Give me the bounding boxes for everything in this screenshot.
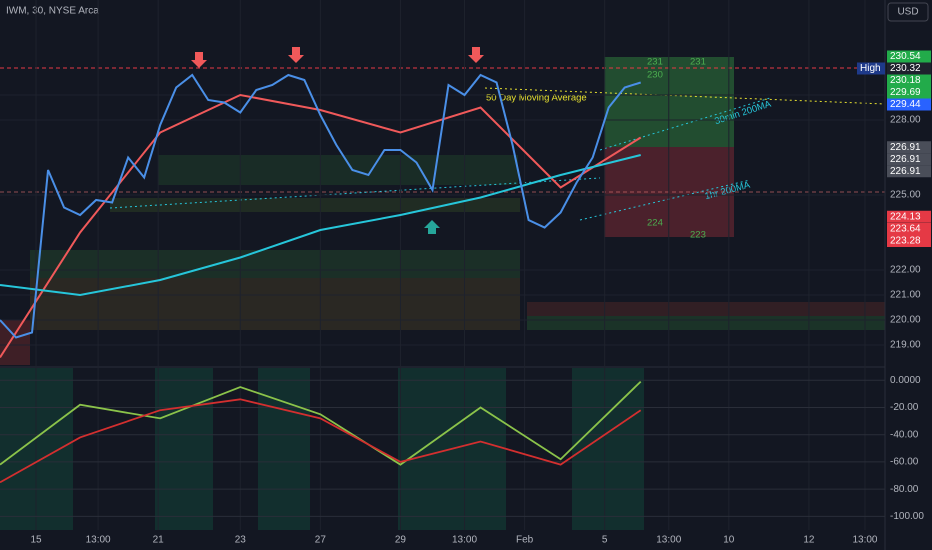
trend-line [109,177,601,209]
price-tag [887,223,931,235]
price-tag-label: 226.91 [890,154,921,165]
x-tick-label: 13:00 [452,535,477,546]
y-tick-label: 225.00 [890,190,921,201]
oscillator-line [0,398,642,484]
x-tick-label: Feb [516,535,534,546]
price-tag [887,86,931,99]
x-tick-label: 12 [803,535,815,546]
price-tag [887,50,931,63]
x-tick-label: 13:00 [656,535,681,546]
x-tick-label: 29 [395,535,407,546]
price-tag-label: 229.44 [890,99,921,110]
zone [110,198,520,212]
annotation: 230 [647,70,663,81]
x-tick-label: 10 [723,535,735,546]
y2-tick-label: 0.0000 [890,375,921,386]
annotation: 223 [690,230,706,241]
trend-line [484,87,886,105]
currency[interactable]: USD [897,7,918,18]
price-tag-label: 224.13 [890,211,921,222]
price-tag [887,153,931,166]
zone [155,368,213,530]
price-tag [887,74,931,87]
price-tag-label: 223.64 [890,224,921,235]
price-tag-label: 230.18 [890,75,921,86]
x-tick-label: 15 [30,535,42,546]
chart-title: IWM, 30, NYSE Arca [6,6,99,17]
x-tick-label: 27 [315,535,327,546]
price-tag-label: 223.28 [890,236,921,247]
annotation: 50 Day Moving Average [486,93,587,104]
price-tag-label: 226.91 [890,142,921,153]
price-tag-label: 226.91 [890,166,921,177]
x-tick-label: 23 [235,535,247,546]
currency-box[interactable] [887,2,929,22]
y-tick-label: 228.00 [890,115,921,126]
y-tick-label: 220.00 [890,315,921,326]
price-tag [887,210,931,223]
zone [527,302,885,316]
price-tag [887,141,931,154]
tag-name-box [857,62,885,75]
zone [158,155,518,185]
arrow-down [191,52,207,68]
annotation: 231 [690,57,706,68]
price-tag-label: 230.32 [890,63,921,74]
price-tag [887,165,931,178]
y2-tick-label: -100.00 [890,511,924,522]
price-tag-label: 230.54 [890,51,921,62]
arrow-down [468,47,484,63]
price-line [0,73,642,339]
price-tag [887,62,931,75]
zone [258,368,310,530]
arrow-down [288,47,304,63]
zone [0,320,30,365]
x-tick-label: 5 [602,535,608,546]
moving-average [0,93,642,359]
zone [30,250,520,278]
y2-tick-label: -60.00 [890,457,919,468]
price-tag-label: 229.69 [890,87,921,98]
y2-tick-label: -40.00 [890,429,919,440]
moving-average [0,154,641,297]
x-tick-label: 21 [153,535,165,546]
price-tag [887,98,931,111]
price-tag [887,235,931,247]
tag-name: High [860,63,881,74]
y2-tick-label: -80.00 [890,484,919,495]
zone [30,278,520,330]
y-tick-label: 222.00 [890,265,921,276]
arrow-up [424,220,440,234]
x-tick-label: 13:00 [86,535,111,546]
annotation: 224 [647,218,663,229]
y-tick-label: 219.00 [890,340,921,351]
oscillator-line [0,380,642,466]
y2-tick-label: -20.00 [890,402,919,413]
y-tick-label: 221.00 [890,290,921,301]
annotation: 231 [647,57,663,68]
zone [527,316,885,330]
trend-line [579,179,751,221]
x-tick-label: 13:00 [852,535,877,546]
